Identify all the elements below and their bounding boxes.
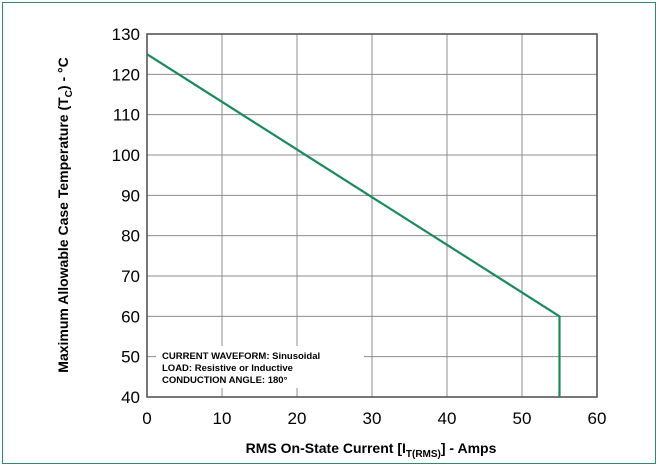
annotation-conduction-angle: CONDUCTION ANGLE: 180° [162, 375, 288, 386]
x-tick-label-0: 0 [142, 409, 151, 428]
annotation-load: LOAD: Resistive or Inductive [162, 363, 293, 374]
y-tick-label-8: 120 [112, 65, 140, 84]
series-line-0 [146, 53, 561, 397]
x-tick-label-4: 40 [438, 409, 457, 428]
x-tick-label-1: 10 [213, 409, 232, 428]
y-tick-labels: 40 50 60 70 80 90 100 110 120 130 [112, 25, 140, 407]
y-tick-label-7: 110 [113, 106, 140, 125]
plot-area-border [146, 33, 598, 398]
x-axis-title-subscript: T(RMS) [406, 449, 441, 460]
annotation-waveform: CURRENT WAVEFORM: Sinusoidal [162, 351, 320, 362]
x-axis-title-suffix: ] - Amps [441, 440, 497, 456]
y-tick-label-5: 90 [121, 186, 140, 205]
y-axis-title-prefix: Maximum Allowable Case Temperature (T [55, 97, 71, 373]
grid [146, 33, 598, 398]
x-tick-label-2: 20 [288, 409, 307, 428]
y-tick-label-2: 60 [121, 307, 140, 326]
x-axis-title-prefix: RMS On-State Current [I [246, 440, 406, 456]
y-tick-label-4: 80 [121, 227, 140, 246]
y-axis-title: Maximum Allowable Case Temperature (TC) … [55, 57, 75, 372]
x-axis-title: RMS On-State Current [IT(RMS)] - Amps [246, 440, 497, 460]
y-axis-title-subscript: C [64, 90, 75, 97]
x-tick-labels: 0 10 20 30 40 50 60 [142, 409, 606, 428]
x-tick-label-5: 50 [513, 409, 532, 428]
x-tick-label-6: 60 [588, 409, 607, 428]
series-layer [146, 53, 561, 397]
y-tick-label-9: 130 [112, 25, 140, 44]
plot-border [146, 33, 598, 398]
y-tick-label-1: 50 [121, 348, 140, 367]
y-tick-label-6: 100 [112, 146, 140, 165]
y-tick-label-0: 40 [121, 388, 140, 407]
y-axis-title-suffix: ) - °C [55, 57, 71, 90]
annotation-box [156, 346, 364, 388]
y-tick-label-3: 70 [121, 267, 140, 286]
x-tick-label-3: 30 [363, 409, 382, 428]
